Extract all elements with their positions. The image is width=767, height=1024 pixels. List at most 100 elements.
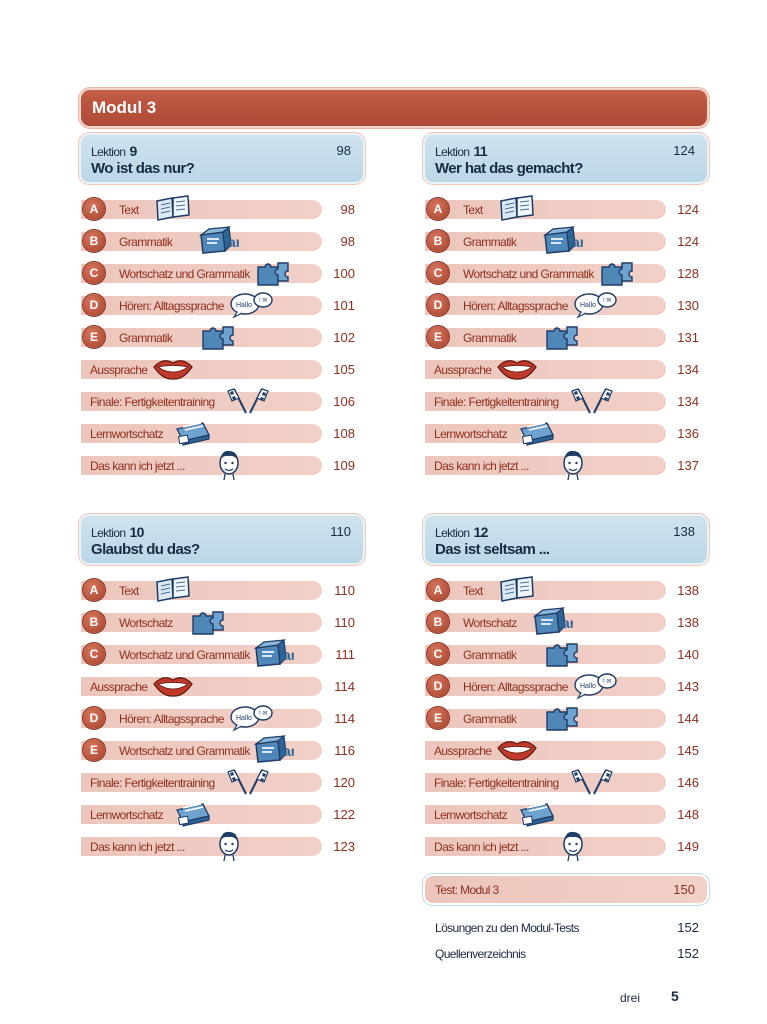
- row-bar: [81, 581, 322, 600]
- toc-row[interactable]: A Text 138: [425, 574, 711, 606]
- toc-row[interactable]: A Text 98: [81, 193, 367, 225]
- toc-row[interactable]: E Grammatik 102: [81, 321, 367, 353]
- row-bar: [425, 581, 666, 600]
- lesson-rows: A Text 138 B Wortschatz 138 ar C Grammatik 140…: [425, 574, 711, 862]
- row-label: Wortschatz und Grammatik: [119, 744, 250, 758]
- toc-row[interactable]: B Grammatik 98 ar: [81, 225, 367, 257]
- section-badge: E: [427, 326, 449, 348]
- row-page: 122: [333, 807, 355, 822]
- section-badge: D: [83, 707, 105, 729]
- lesson-title[interactable]: Glaubst du das?: [91, 541, 200, 558]
- row-label: Finale: Fertigkeitentraining: [434, 395, 559, 409]
- section-badge: B: [83, 230, 105, 252]
- lesson-title[interactable]: Das ist seltsam ...: [435, 541, 550, 558]
- toc-row[interactable]: Lernwortschatz 108: [81, 417, 367, 449]
- toc-row[interactable]: Lernwortschatz 148: [425, 798, 711, 830]
- toc-row[interactable]: Lernwortschatz 122: [81, 798, 367, 830]
- toc-row[interactable]: C Wortschatz und Grammatik 111 ar: [81, 638, 367, 670]
- lesson-rows: A Text 110 B Wortschatz 110 C Wortschatz und …: [81, 574, 367, 862]
- toc-row[interactable]: B Wortschatz 110: [81, 606, 367, 638]
- speech-bubbles-icon: Hallo ! ✉: [573, 289, 617, 319]
- row-bar: [425, 360, 666, 379]
- section-badge: A: [427, 579, 449, 601]
- lesson-page: 98: [336, 143, 351, 158]
- row-page: 114: [334, 711, 355, 726]
- toc-row[interactable]: Aussprache 134: [425, 353, 711, 385]
- toc-row[interactable]: Finale: Fertigkeitentraining 134: [425, 385, 711, 417]
- toc-row[interactable]: Aussprache 145: [425, 734, 711, 766]
- toc-row[interactable]: Finale: Fertigkeitentraining 106: [81, 385, 367, 417]
- svg-text:ar: ar: [228, 234, 239, 250]
- lesson-title[interactable]: Wer hat das gemacht?: [435, 160, 583, 177]
- toc-row[interactable]: Lernwortschatz 136: [425, 417, 711, 449]
- row-bar: [425, 200, 666, 219]
- row-label: Wortschatz: [463, 616, 517, 630]
- row-page: 98: [340, 234, 355, 249]
- lesson-label: Lektion 9: [91, 143, 137, 159]
- toc-row[interactable]: B Grammatik 124 ar: [425, 225, 711, 257]
- toc-row[interactable]: E Grammatik 131: [425, 321, 711, 353]
- row-page: 101: [333, 298, 355, 313]
- row-page: 98: [340, 202, 355, 217]
- toc-row[interactable]: Finale: Fertigkeitentraining 146: [425, 766, 711, 798]
- test-label: Test: Modul 3: [435, 883, 499, 897]
- row-label: Grammatik: [119, 331, 173, 345]
- row-label: Grammatik: [119, 235, 173, 249]
- toc-row[interactable]: Aussprache 105: [81, 353, 367, 385]
- row-label: Hören: Alltagssprache: [463, 299, 568, 313]
- row-page: 110: [334, 583, 355, 598]
- section-badge: A: [427, 198, 449, 220]
- row-page: 123: [333, 839, 355, 854]
- toc-row[interactable]: Finale: Fertigkeitentraining 120: [81, 766, 367, 798]
- row-bar: [81, 677, 322, 696]
- toc-row[interactable]: A Text 124: [425, 193, 711, 225]
- speech-bubble-text: Hallo: [580, 302, 596, 309]
- extra-row[interactable]: Lösungen zu den Modul-Tests 152: [425, 915, 711, 941]
- toc-row[interactable]: B Wortschatz 138 ar: [425, 606, 711, 638]
- mouth-icon: [151, 353, 193, 383]
- row-label: Text: [119, 584, 139, 598]
- toc-row[interactable]: Das kann ich jetzt ... 149: [425, 830, 711, 862]
- test-page: 150: [673, 882, 695, 897]
- toc-row[interactable]: E Wortschatz und Grammatik 116 ar: [81, 734, 367, 766]
- test-row[interactable]: Test: Modul 3 150: [425, 876, 707, 903]
- toc-row[interactable]: C Wortschatz und Grammatik 128: [425, 257, 711, 289]
- lektion-word: Lektion: [91, 145, 126, 159]
- lesson-number: 9: [129, 143, 138, 159]
- section-badge: C: [83, 262, 105, 284]
- extra-row[interactable]: Quellenverzeichnis 152: [425, 941, 711, 967]
- toc-row[interactable]: Aussprache 114: [81, 670, 367, 702]
- row-page: 138: [677, 583, 699, 598]
- grammar-box-icon: ar: [253, 638, 297, 668]
- face-icon: [558, 447, 598, 481]
- toc-row[interactable]: D Hören: Alltagssprache 130 Hallo ! ✉: [425, 289, 711, 321]
- toc-row[interactable]: C Wortschatz und Grammatik 100: [81, 257, 367, 289]
- toc-row[interactable]: Das kann ich jetzt ... 109: [81, 449, 367, 481]
- toc-row[interactable]: D Hören: Alltagssprache 143 Hallo ! ✉: [425, 670, 711, 702]
- row-bar: [81, 200, 322, 219]
- toc-row[interactable]: A Text 110: [81, 574, 367, 606]
- row-label: Hören: Alltagssprache: [119, 712, 224, 726]
- toc-row[interactable]: Das kann ich jetzt ... 137: [425, 449, 711, 481]
- row-label: Aussprache: [434, 744, 492, 758]
- row-page: 131: [677, 330, 699, 345]
- toc-row[interactable]: Das kann ich jetzt ... 123: [81, 830, 367, 862]
- toc-row[interactable]: D Hören: Alltagssprache 114 Hallo ! ✉: [81, 702, 367, 734]
- svg-text:ar: ar: [283, 647, 294, 663]
- row-label: Grammatik: [463, 648, 517, 662]
- toc-row[interactable]: C Grammatik 140: [425, 638, 711, 670]
- row-label: Text: [119, 203, 139, 217]
- lesson-header: Lektion 11 124 Wer hat das gemacht?: [425, 135, 707, 182]
- row-page: 130: [677, 298, 699, 313]
- card-box-icon: [173, 417, 213, 447]
- toc-row[interactable]: D Hören: Alltagssprache 101 Hallo ! ✉: [81, 289, 367, 321]
- lesson-title[interactable]: Wo ist das nur?: [91, 160, 195, 177]
- row-page: 137: [677, 458, 699, 473]
- face-icon: [214, 447, 254, 481]
- toc-row[interactable]: E Grammatik 144: [425, 702, 711, 734]
- book-icon: [153, 193, 193, 223]
- section-badge: E: [427, 707, 449, 729]
- lesson-number: 12: [473, 524, 489, 540]
- lesson-block: Lektion 10 110 Glaubst du das? A Text 110 B Wor…: [81, 516, 367, 862]
- row-page: 138: [677, 615, 699, 630]
